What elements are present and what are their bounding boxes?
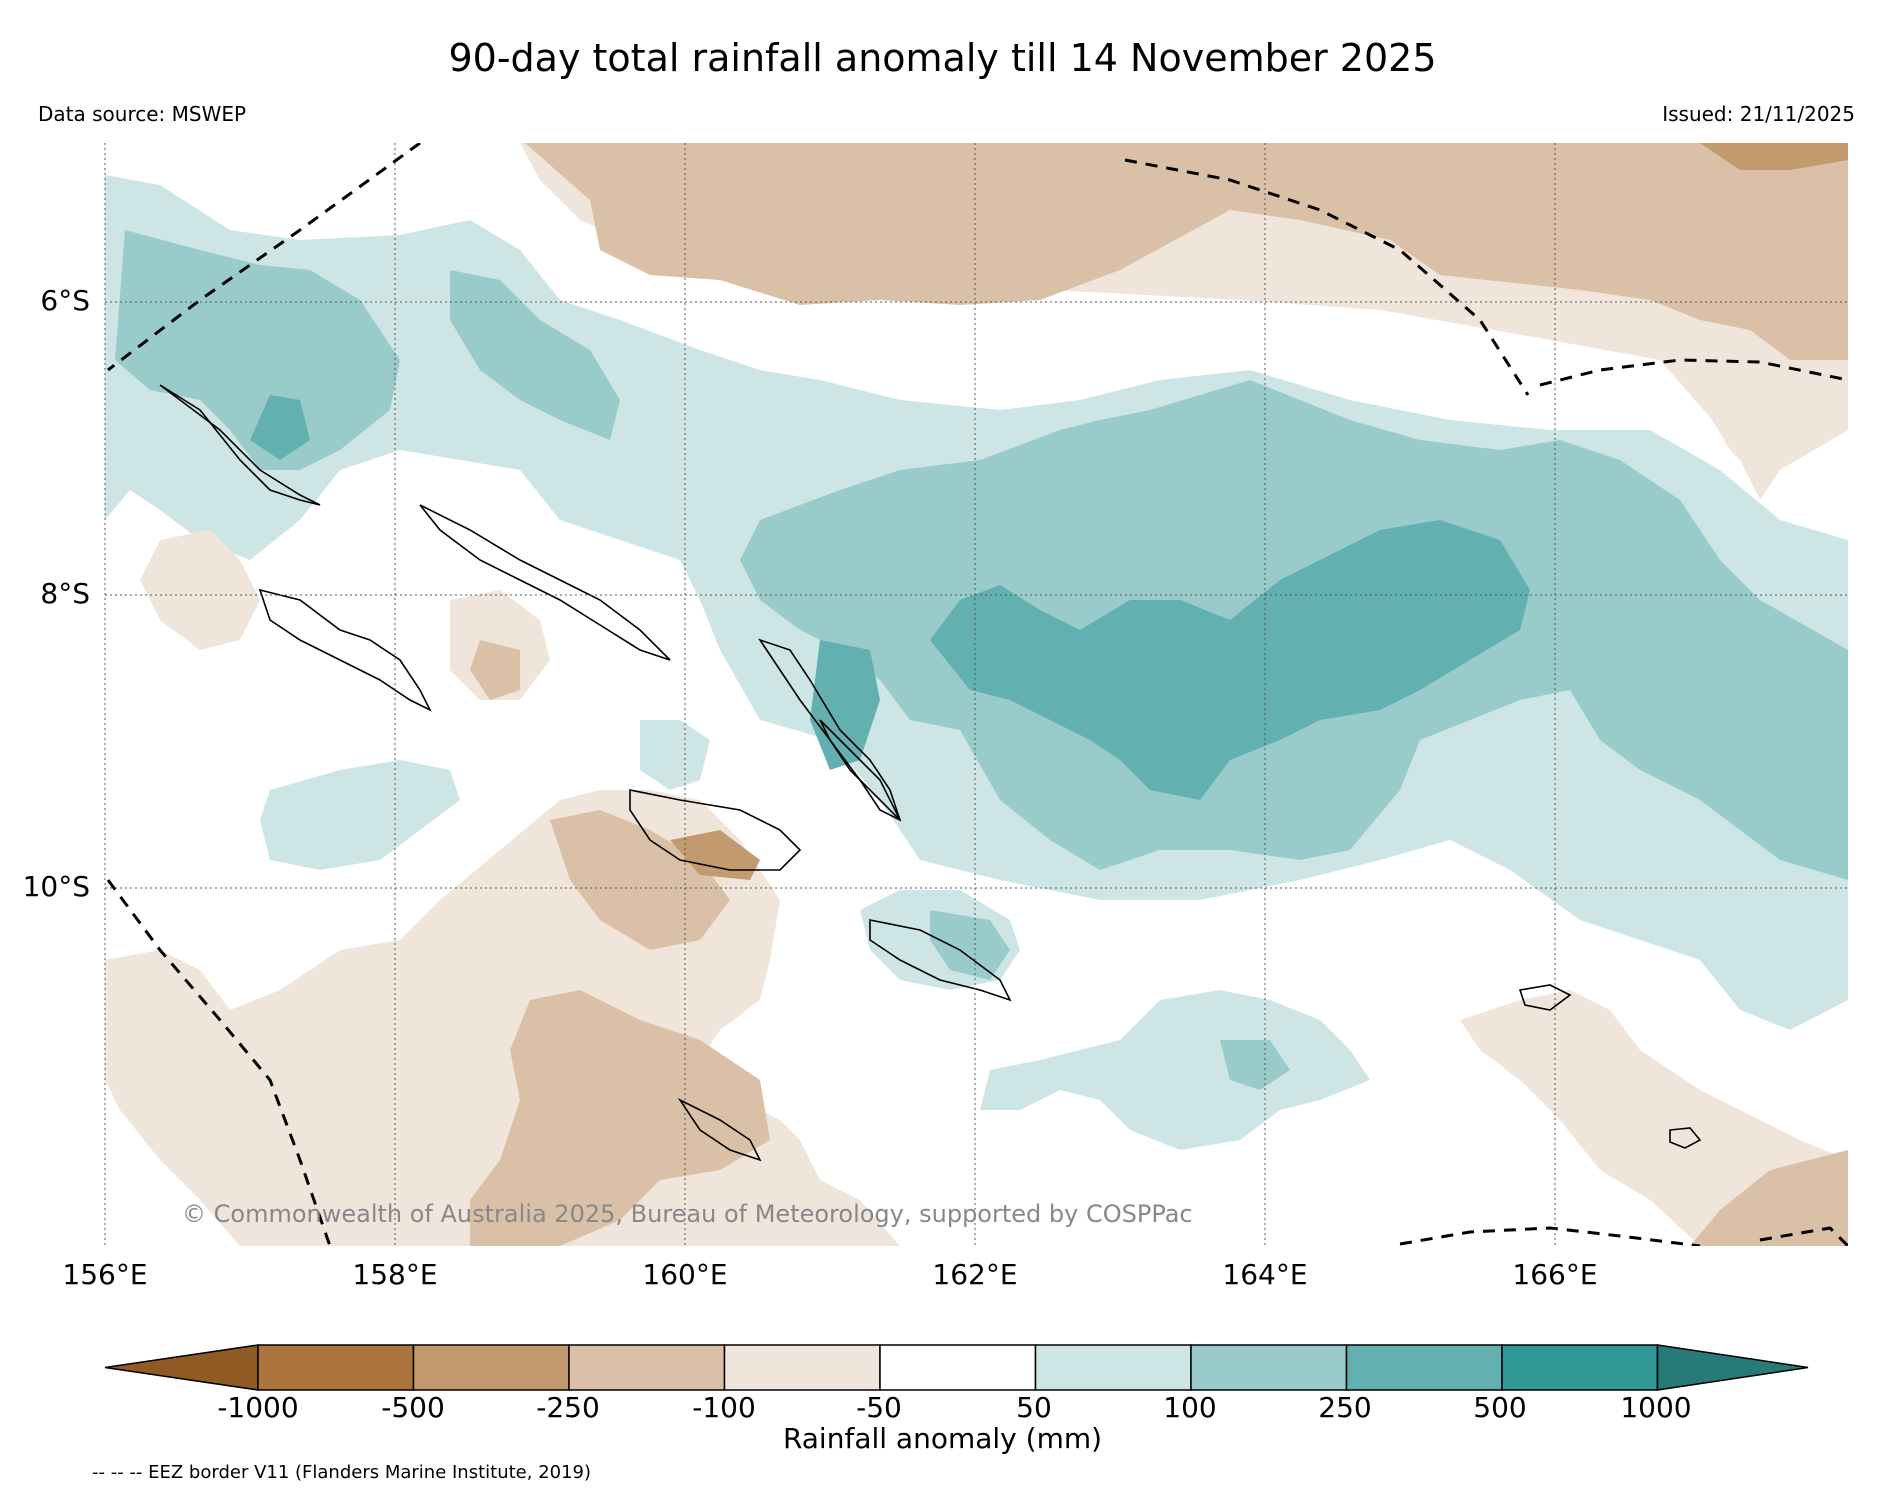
colorbar-extend-low bbox=[104, 1344, 259, 1391]
island-santa-cruz bbox=[1518, 984, 1572, 1011]
colorbar-tick-label: 250 bbox=[1318, 1391, 1372, 1424]
wet-patch-south-mid bbox=[930, 910, 1290, 1090]
issued-date-label: Issued: 21/11/2025 bbox=[1662, 102, 1855, 126]
colorbar-segment bbox=[1034, 1344, 1192, 1391]
island-makira bbox=[869, 919, 1012, 1002]
lon-label-162: 162°E bbox=[932, 1258, 1018, 1291]
colorbar-tick-label: -250 bbox=[536, 1391, 600, 1424]
colorbar-tick-label: -50 bbox=[856, 1391, 902, 1424]
eez-legend-note: -- -- -- EEZ border V11 (Flanders Marine… bbox=[92, 1462, 592, 1483]
colorbar-segment bbox=[723, 1344, 881, 1391]
lon-label-166: 166°E bbox=[1512, 1258, 1598, 1291]
colorbar-segment bbox=[412, 1344, 570, 1391]
colorbar bbox=[104, 1344, 1809, 1391]
dry-region-north-mid bbox=[525, 143, 1848, 360]
colorbar-segment bbox=[879, 1344, 1037, 1391]
colorbar-segment bbox=[1190, 1344, 1348, 1391]
lon-label-160: 160°E bbox=[642, 1258, 728, 1291]
colorbar-tick-label: 500 bbox=[1473, 1391, 1527, 1424]
colorbar-segment bbox=[1345, 1344, 1503, 1391]
colorbar-title: Rainfall anomaly (mm) bbox=[782, 1422, 1103, 1455]
dry-region-south-mid bbox=[470, 640, 1848, 1246]
colorbar-segment bbox=[568, 1344, 726, 1391]
wet-patch-south bbox=[260, 720, 1370, 1150]
data-source-label: Data source: MSWEP bbox=[38, 102, 247, 126]
island-new-georgia bbox=[258, 588, 432, 712]
dry-patch-ne bbox=[1700, 380, 1800, 480]
wet-region-strong bbox=[250, 395, 1530, 800]
colorbar-segment bbox=[1501, 1344, 1659, 1391]
colorbar-tick-label: -1000 bbox=[217, 1391, 299, 1424]
anomaly-field bbox=[105, 143, 1848, 1246]
lat-label-6s: 6°S bbox=[40, 284, 90, 317]
colorbar-tick-label: 100 bbox=[1163, 1391, 1217, 1424]
copyright-notice: © Commonwealth of Australia 2025, Bureau… bbox=[182, 1200, 1193, 1228]
island-malaita bbox=[819, 719, 901, 821]
colorbar-extend-high bbox=[1656, 1344, 1809, 1391]
colorbar-segment bbox=[257, 1344, 415, 1391]
colorbar-tick-label: 1000 bbox=[1620, 1391, 1692, 1424]
eez-border-lines bbox=[106, 143, 1848, 1246]
island-rennell bbox=[677, 1097, 762, 1162]
colorbar-tick-label: 50 bbox=[1016, 1391, 1052, 1424]
dry-region-north-strong bbox=[1700, 143, 1848, 170]
island-guadalcanal bbox=[629, 789, 802, 871]
colorbar-tick-label: -100 bbox=[692, 1391, 756, 1424]
island-outlines bbox=[159, 384, 1702, 1162]
map-title: 90-day total rainfall anomaly till 14 No… bbox=[448, 36, 1437, 80]
island-vanikoro bbox=[1669, 1127, 1702, 1149]
gridlines bbox=[104, 143, 1848, 1246]
lon-label-164: 164°E bbox=[1222, 1258, 1308, 1291]
lat-label-10s: 10°S bbox=[22, 870, 90, 903]
lat-label-8s: 8°S bbox=[40, 577, 90, 610]
wet-region-mid bbox=[115, 230, 1848, 880]
lon-label-158: 158°E bbox=[352, 1258, 438, 1291]
island-choiseul bbox=[419, 504, 671, 661]
colorbar-tick-label: -500 bbox=[381, 1391, 445, 1424]
dry-region-south-strong bbox=[670, 830, 760, 880]
island-bougainville bbox=[159, 384, 321, 506]
lon-label-156: 156°E bbox=[62, 1258, 148, 1291]
